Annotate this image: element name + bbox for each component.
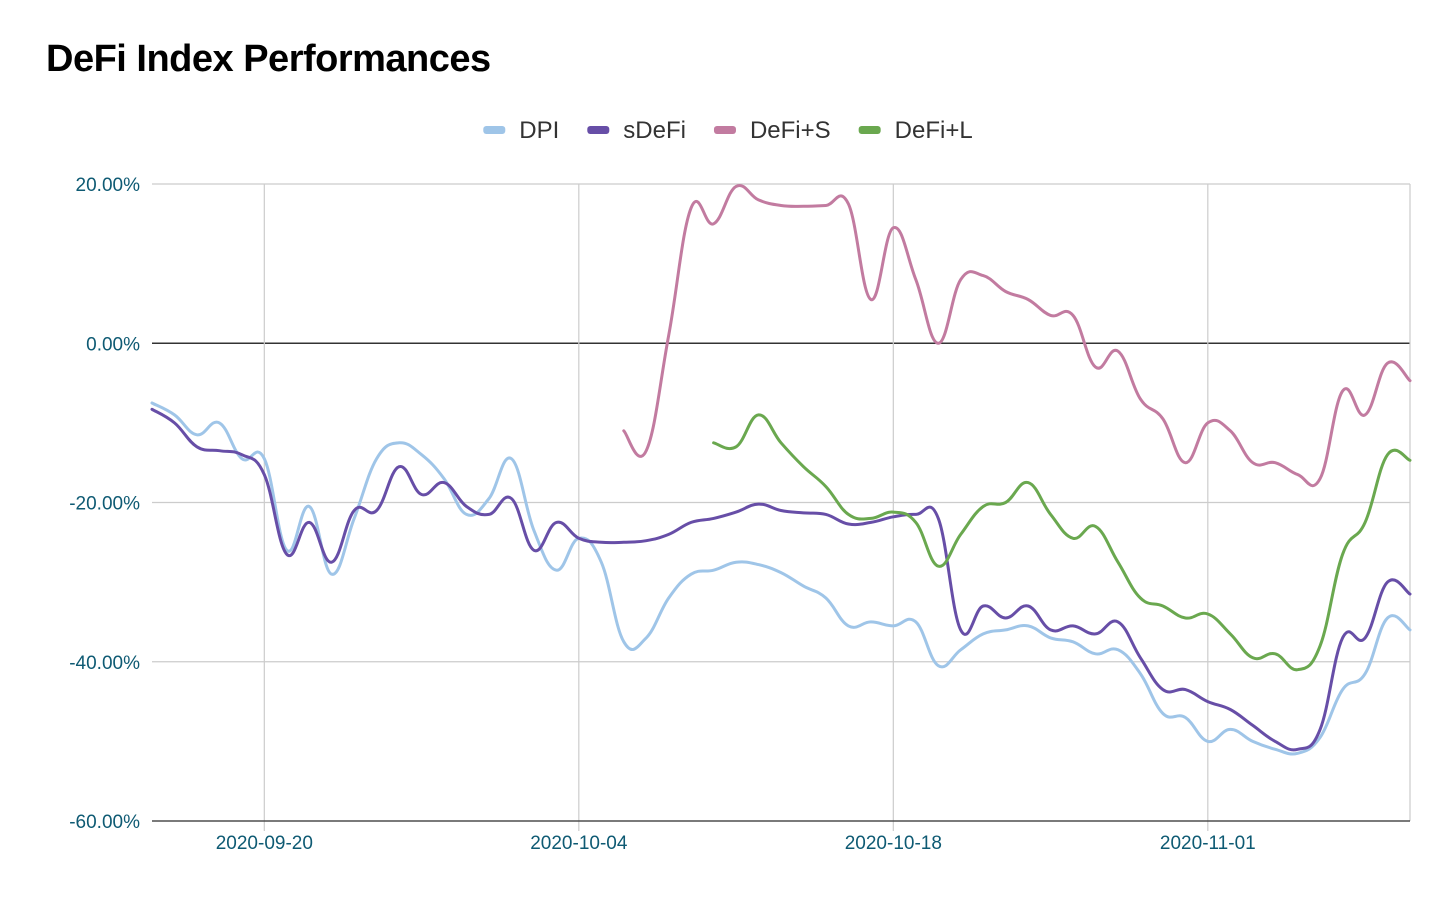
y-tick-label: 0.00%: [86, 334, 140, 355]
legend-label: DPI: [519, 117, 559, 144]
y-tick-label: -60.00%: [69, 812, 140, 833]
series-line-defi-l: [712, 413, 1412, 672]
x-tick-label: 2020-10-18: [845, 833, 942, 854]
y-tick-label: -20.00%: [69, 494, 140, 515]
y-tick-label: 20.00%: [76, 175, 141, 196]
legend-swatch: [858, 126, 881, 134]
legend-swatch: [483, 126, 506, 134]
x-axis-ticks: 2020-09-20 2020-10-04 2020-10-18 2020-11-01: [216, 833, 1256, 854]
x-tick-label: 2020-10-04: [530, 833, 628, 854]
y-axis-ticks: 20.00% 0.00% -20.00% -40.00% -60.00%: [69, 175, 140, 833]
chart-title: DeFi Index Performances: [46, 38, 491, 80]
y-tick-label: -40.00%: [69, 653, 140, 674]
series-line-dpi: [150, 401, 1412, 756]
legend-label: sDeFi: [623, 117, 686, 144]
chart-gridlines: [152, 183, 1411, 831]
series-line-defi-s: [622, 183, 1412, 488]
legend-swatch: [713, 126, 736, 134]
chart-series: [150, 183, 1412, 756]
x-tick-label: 2020-11-01: [1160, 833, 1256, 854]
series-line-sdefi: [150, 407, 1412, 752]
legend-label: DeFi+L: [895, 117, 973, 144]
x-tick-label: 2020-09-20: [216, 833, 313, 854]
chart-legend: DPI sDeFi DeFi+S DeFi+L: [483, 117, 973, 144]
legend-label: DeFi+S: [750, 117, 831, 144]
legend-swatch: [587, 126, 610, 134]
